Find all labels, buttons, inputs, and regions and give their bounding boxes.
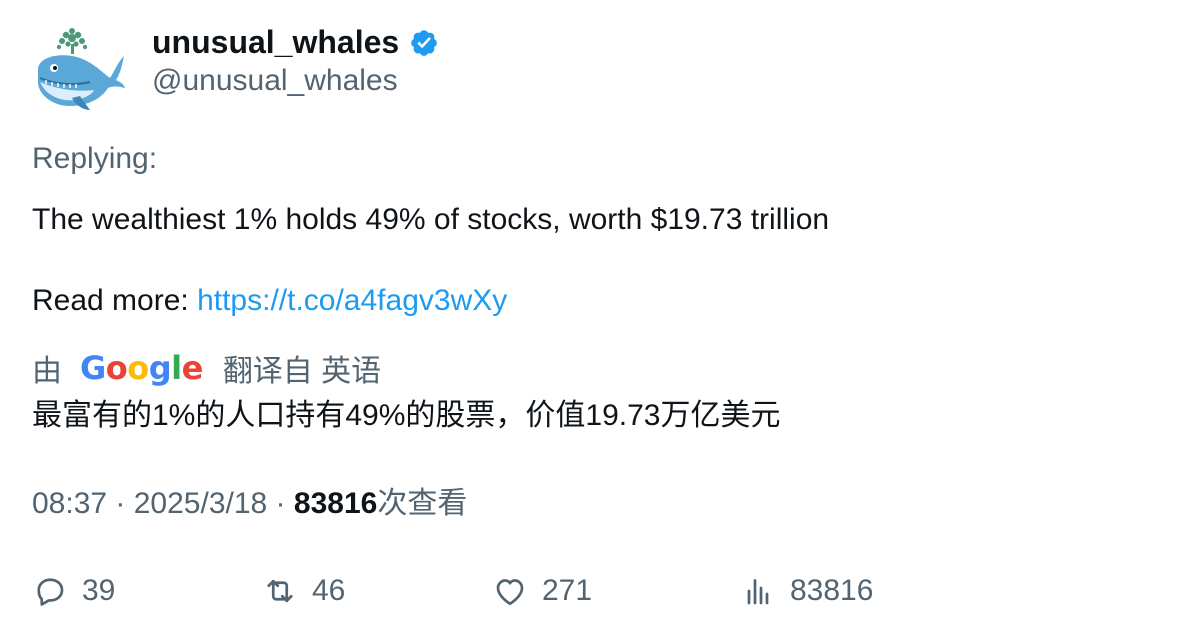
reply-icon: [37, 578, 64, 606]
reply-count: 39: [82, 574, 116, 607]
views-count: 83816: [293, 487, 378, 520]
author-handle[interactable]: @unusual_whales: [152, 64, 398, 97]
views-bar-chart-icon: [747, 579, 769, 605]
like-button[interactable]: 271: [492, 571, 592, 611]
tweet-time[interactable]: 08:37: [32, 487, 108, 520]
views-button[interactable]: 83816: [740, 571, 873, 611]
tweet-text: The wealthiest 1% holds 49% of stocks, w…: [32, 203, 830, 236]
google-logo[interactable]: Google: [80, 349, 203, 387]
retweet-button[interactable]: 46: [262, 571, 345, 611]
translated-by-label: 由: [32, 355, 62, 388]
verified-badge-icon: [411, 30, 437, 56]
tweet-date[interactable]: 2025/3/18: [133, 487, 268, 520]
translated-text: 最富有的1%的人口持有49%的股票，价值19.73万亿美元: [32, 399, 781, 432]
heart-icon: [496, 579, 524, 606]
meta-separator-2: ·: [267, 487, 294, 520]
retweet-count: 46: [312, 574, 346, 607]
tweet-meta: 08:37 · 2025/3/18 · 83816次查看: [32, 485, 467, 523]
translated-from-label: 翻译自 英语: [222, 355, 382, 388]
views-action-count: 83816: [790, 574, 874, 607]
like-count: 271: [542, 574, 593, 607]
whale-logo-icon: [38, 28, 125, 110]
tweet-link[interactable]: https://t.co/a4fagv3wXy: [197, 284, 508, 317]
read-more-label: Read more:: [32, 284, 198, 317]
author-name-text: unusual_whales: [152, 24, 400, 60]
author-display-name[interactable]: unusual_whales: [152, 22, 439, 62]
tweet-read-more: Read more: https://t.co/a4fagv3wXy: [32, 282, 507, 320]
avatar[interactable]: [32, 26, 126, 112]
translation-attribution: 由 Google 翻译自 英语: [32, 348, 381, 388]
reply-button[interactable]: 39: [32, 571, 115, 611]
views-label: 次查看: [377, 487, 468, 520]
meta-separator: ·: [107, 487, 134, 520]
replying-label[interactable]: Replying:: [32, 142, 158, 175]
retweet-icon: [267, 579, 293, 603]
